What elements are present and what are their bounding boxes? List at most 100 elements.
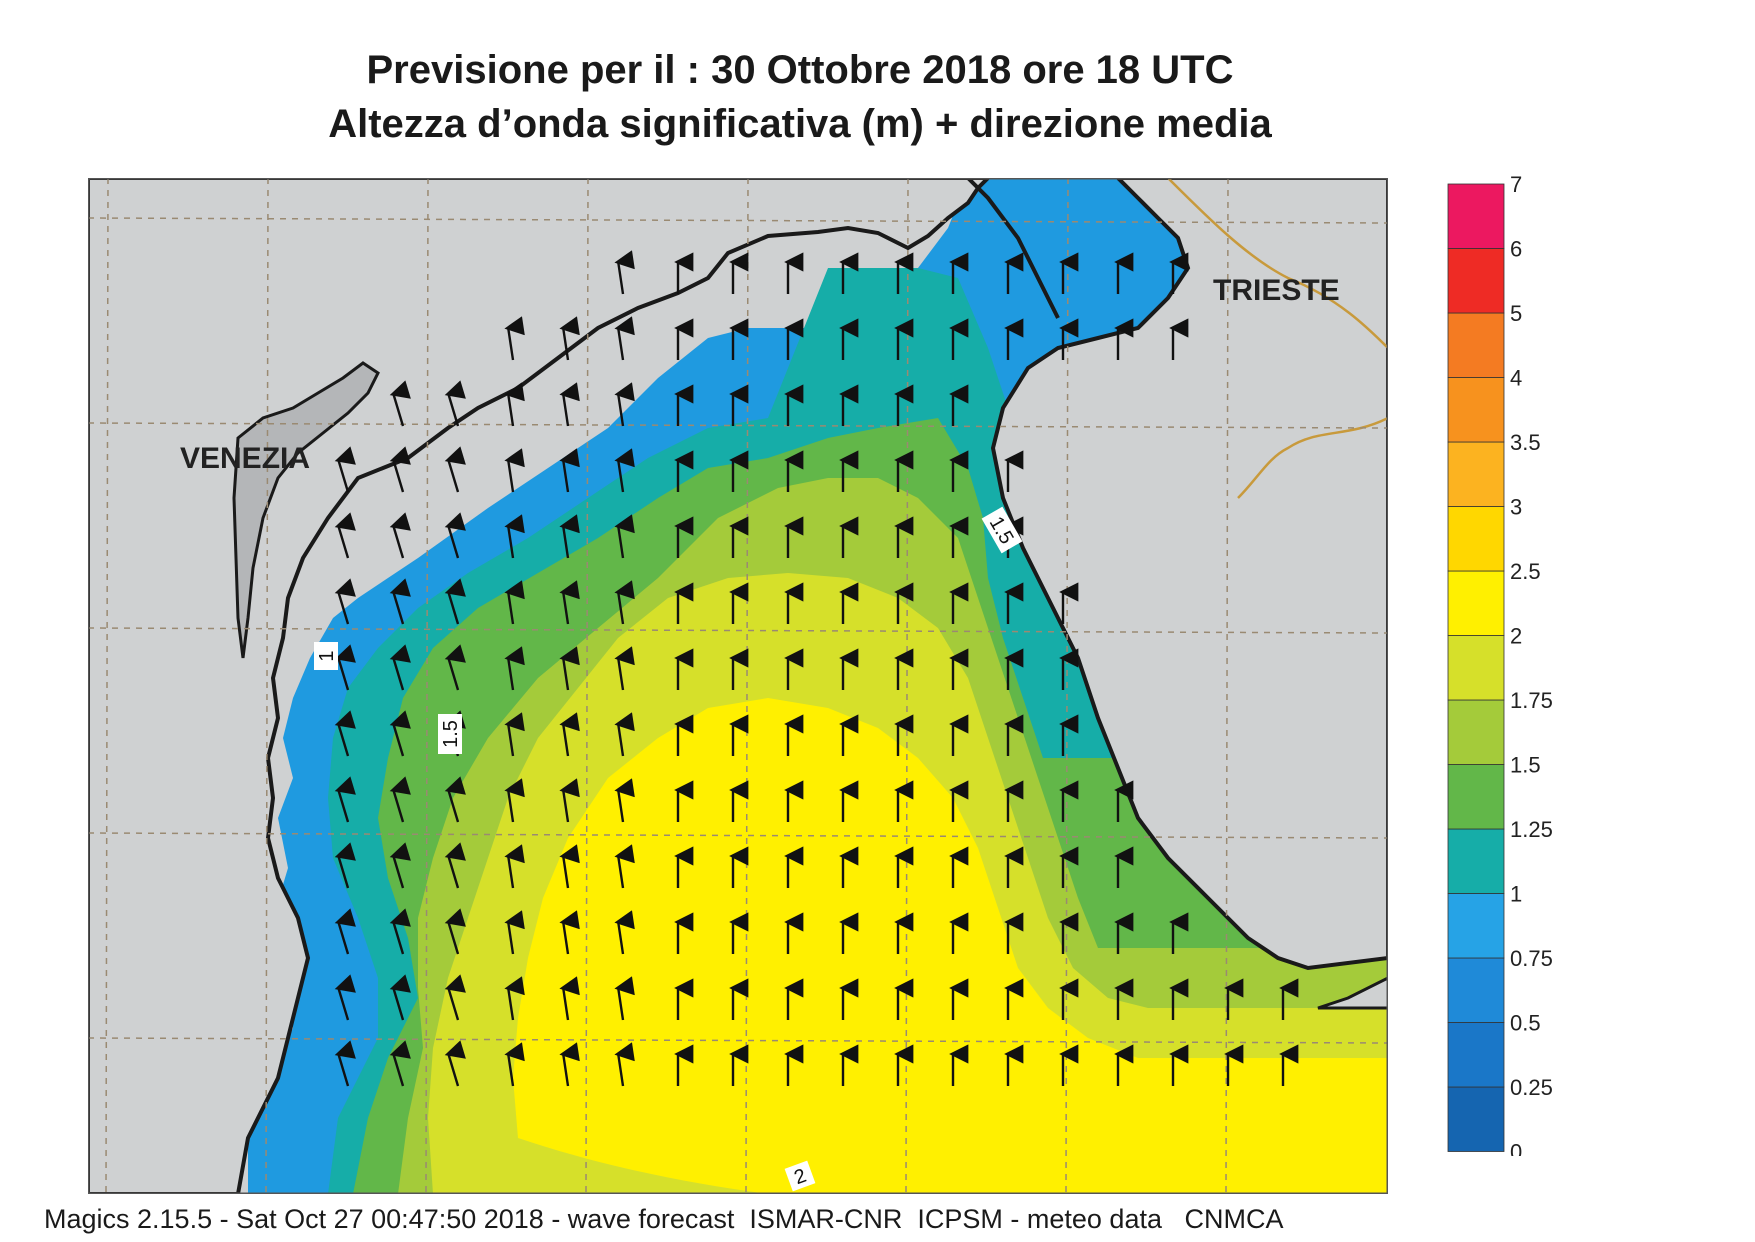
legend-tick-label: 3 <box>1510 495 1522 520</box>
wave-arrow <box>504 976 525 1021</box>
legend-swatch <box>1447 377 1505 443</box>
wave-arrow <box>559 778 580 823</box>
land-gulf-trieste-coast <box>966 178 1060 319</box>
wave-arrow <box>444 380 466 427</box>
wave-arrow <box>614 448 635 493</box>
wave-arrow <box>559 976 580 1021</box>
wave-arrow <box>389 644 411 691</box>
legend-tick-label: 1 <box>1510 882 1522 907</box>
wave-arrow <box>389 908 411 955</box>
wave-arrow <box>504 910 525 955</box>
map-frame <box>88 178 1388 1194</box>
sea-yellowgreen-south <box>518 1138 768 1194</box>
wave-arrow <box>614 382 635 427</box>
wave-arrow <box>559 712 580 757</box>
city-label-venezia: VENEZIA <box>180 442 310 475</box>
wave-arrow <box>334 776 356 823</box>
wave-arrow <box>444 776 466 823</box>
wave-arrow <box>559 844 580 889</box>
land-lagoon <box>232 361 380 659</box>
wave-arrow <box>334 1040 356 1087</box>
wave-arrow <box>504 1042 525 1087</box>
legend-tick-label: 0.25 <box>1510 1075 1553 1100</box>
wave-arrow <box>614 976 635 1021</box>
wave-arrow <box>614 712 635 757</box>
legend-swatch <box>1447 893 1505 959</box>
wave-arrow <box>614 910 635 955</box>
legend-tick-label: 7 <box>1510 176 1522 197</box>
land-lower-islands <box>1317 958 1388 1010</box>
wave-arrow <box>389 446 411 493</box>
legend-swatch <box>1447 828 1505 894</box>
legend-tick-label: 2.5 <box>1510 559 1541 584</box>
wave-arrow <box>334 710 356 757</box>
color-legend: 0 0.25 0.5 0.75 1 1.25 1.5 1.75 2 2.5 3 3.5 4 5 6 7 <box>1447 176 1553 1157</box>
land-istria <box>990 178 1388 971</box>
wave-arrow <box>389 776 411 823</box>
legend-swatch <box>1447 957 1505 1023</box>
contour-label: 1.5 <box>440 720 462 748</box>
legend-swatch <box>1447 635 1505 701</box>
chart-title: Previsione per il : 30 Ottobre 2018 ore … <box>366 48 1234 92</box>
contour-labels: 1 1.5 1.5 2 <box>314 506 1023 1192</box>
wave-arrow <box>559 580 580 625</box>
wave-arrow <box>334 512 356 559</box>
wave-arrow <box>334 578 356 625</box>
legend-tick-label: 1.5 <box>1510 753 1541 778</box>
legend-swatch <box>1447 699 1505 765</box>
wave-arrow <box>614 844 635 889</box>
legend-swatch <box>1447 183 1505 249</box>
wave-arrow <box>504 382 525 427</box>
wave-arrow <box>504 778 525 823</box>
wave-arrow <box>334 908 356 955</box>
wave-arrow <box>614 316 635 361</box>
wave-arrow <box>614 778 635 823</box>
wave-arrow <box>444 512 466 559</box>
wave-arrow <box>389 578 411 625</box>
legend-tick-label: 0 <box>1510 1140 1522 1157</box>
legend-tick-label: 3.5 <box>1510 430 1541 455</box>
wave-arrow <box>389 710 411 757</box>
wave-arrow <box>444 1040 466 1087</box>
legend-tick-label: 6 <box>1510 237 1522 262</box>
wave-arrow <box>504 448 525 493</box>
legend-swatch <box>1447 441 1505 507</box>
wave-height-map: 1 1.5 1.5 2 VENEZIA TRIESTE <box>88 178 1388 1194</box>
wave-arrow <box>504 844 525 889</box>
wave-arrow <box>559 646 580 691</box>
wave-arrow <box>504 712 525 757</box>
wave-arrow <box>559 316 580 361</box>
wave-direction-arrows <box>334 250 1299 1087</box>
wave-arrow <box>334 446 356 493</box>
wave-arrow <box>334 974 356 1021</box>
grid-lines <box>88 178 1388 1194</box>
wave-arrow <box>504 316 525 361</box>
wave-arrow <box>444 974 466 1021</box>
wave-arrow <box>614 580 635 625</box>
legend-swatch <box>1447 1086 1505 1152</box>
wave-arrow <box>559 514 580 559</box>
legend-tick-label: 4 <box>1510 366 1522 391</box>
wave-arrow <box>389 1040 411 1087</box>
wave-arrow <box>614 514 635 559</box>
footer-credits: Magics 2.15.5 - Sat Oct 27 00:47:50 2018… <box>44 1204 1284 1234</box>
wave-arrow <box>559 910 580 955</box>
wave-arrow <box>559 448 580 493</box>
legend-tick-label: 2 <box>1510 624 1522 649</box>
legend-swatch <box>1447 764 1505 830</box>
wave-arrow <box>444 578 466 625</box>
legend-swatch <box>1447 1022 1505 1088</box>
legend-tick-label: 0.75 <box>1510 946 1553 971</box>
wave-arrow <box>444 644 466 691</box>
legend-tick-label: 5 <box>1510 301 1522 326</box>
wave-arrow <box>444 842 466 889</box>
city-label-trieste: TRIESTE <box>1213 274 1340 307</box>
legend-swatch <box>1447 248 1505 314</box>
wave-arrow <box>504 514 525 559</box>
wave-arrow <box>389 842 411 889</box>
legend-tick-label: 1.75 <box>1510 688 1553 713</box>
wave-arrow <box>389 974 411 1021</box>
wave-arrow <box>614 646 635 691</box>
wave-arrow <box>444 908 466 955</box>
legend-swatch <box>1447 312 1505 378</box>
